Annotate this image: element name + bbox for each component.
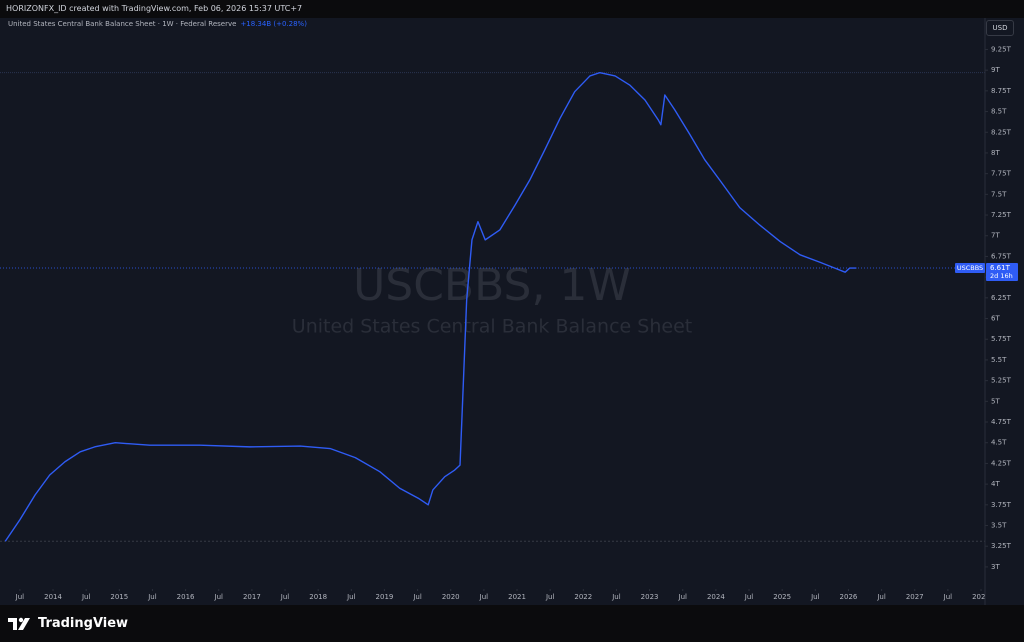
- x-tick-label: Jul: [15, 593, 25, 601]
- brand-logo: [8, 617, 30, 630]
- chart-background: [0, 18, 1024, 605]
- x-tick-label: 2024: [707, 593, 725, 601]
- y-tick-label: 3T: [991, 563, 1000, 571]
- x-tick-label: 2016: [177, 593, 195, 601]
- x-tick-label: 2014: [44, 593, 62, 601]
- x-tick-label: Jul: [545, 593, 555, 601]
- x-tick-label: Jul: [611, 593, 621, 601]
- x-tick-label: Jul: [147, 593, 157, 601]
- y-tick-label: 4T: [991, 480, 1000, 488]
- y-tick-label: 6.25T: [991, 294, 1012, 302]
- series-name-tag: [955, 263, 985, 274]
- y-tick-label: 7.5T: [991, 190, 1007, 198]
- y-tick-label: 7T: [991, 232, 1000, 240]
- y-tick-label: 3.75T: [991, 501, 1012, 509]
- x-tick-label: Jul: [876, 593, 886, 601]
- y-tick-label: 8.5T: [991, 108, 1007, 116]
- x-tick-label: Jul: [678, 593, 688, 601]
- y-tick-label: 9.25T: [991, 45, 1012, 53]
- legend: United States Central Bank Balance Sheet…: [8, 20, 307, 28]
- y-tick-label: 4.5T: [991, 439, 1007, 447]
- price-axis: [985, 18, 1024, 605]
- y-tick-label: 5T: [991, 397, 1000, 405]
- top-bar: HORIZONFX_ID created with TradingView.co…: [0, 0, 1024, 18]
- x-tick-label: Jul: [479, 593, 489, 601]
- x-tick-label: Jul: [346, 593, 356, 601]
- y-tick-label: 3.25T: [991, 542, 1012, 550]
- x-tick-label: 2019: [376, 593, 394, 601]
- y-tick-label: 8.25T: [991, 128, 1012, 136]
- x-tick-label: Jul: [810, 593, 820, 601]
- x-tick-label: 2022: [574, 593, 592, 601]
- last-value-tag: [986, 263, 1018, 282]
- series-line: [4, 71, 857, 542]
- attribution: HORIZONFX_ID created with TradingView.co…: [6, 4, 303, 13]
- x-tick-label: Jul: [744, 593, 754, 601]
- y-tick-label: 9T: [991, 66, 1000, 74]
- y-tick-label: 4.25T: [991, 459, 1012, 467]
- y-tick-label: 4.75T: [991, 418, 1012, 426]
- x-tick-label: 2021: [508, 593, 526, 601]
- y-tick-label: 8.75T: [991, 87, 1012, 95]
- series-name: USCBBS: [957, 264, 983, 272]
- x-tick-label: Jul: [280, 593, 290, 601]
- x-tick-label: 2017: [243, 593, 261, 601]
- watermark-subtitle: United States Central Bank Balance Sheet: [292, 316, 692, 338]
- x-tick-label: 2028: [972, 593, 990, 601]
- x-tick-label: Jul: [943, 593, 953, 601]
- x-tick-label: Jul: [214, 593, 224, 601]
- y-tick-label: 7.75T: [991, 170, 1012, 178]
- x-tick-label: 2027: [906, 593, 924, 601]
- y-tick-label: 5.75T: [991, 335, 1012, 343]
- y-tick-label: 3.5T: [991, 522, 1007, 530]
- y-tick-label: 8T: [991, 149, 1000, 157]
- x-tick-label: 2018: [309, 593, 327, 601]
- price-axis-labels: 3T 3.25T 3.5T 3.75T 4T 4.25T 4.5T 4.75T 5T 5.25T 5…: [985, 45, 1012, 571]
- x-tick-label: 2020: [442, 593, 460, 601]
- x-tick-label: 2015: [110, 593, 128, 601]
- currency-button[interactable]: USD: [986, 20, 1014, 36]
- plot-area: USCBBS, 1W United States Central Bank Ba…: [0, 71, 990, 601]
- x-tick-label: 2025: [773, 593, 791, 601]
- legend-change: +18.34B (+0.28%): [240, 20, 307, 28]
- x-tick-label: 2026: [840, 593, 858, 601]
- y-tick-label: 7.25T: [991, 211, 1012, 219]
- brand-name: TradingView: [38, 616, 129, 631]
- last-value-label: 6.61T: [990, 264, 1011, 272]
- chart: USCBBS, 1W United States Central Bank Ba…: [0, 18, 1024, 605]
- y-tick-label: 6T: [991, 315, 1000, 323]
- y-tick-label: 5.25T: [991, 377, 1012, 385]
- y-tick-label: 5.5T: [991, 356, 1007, 364]
- x-tick-label: Jul: [412, 593, 422, 601]
- footer: TradingView: [0, 605, 1024, 642]
- legend-title: United States Central Bank Balance Sheet…: [8, 20, 237, 28]
- y-tick-label: 6.75T: [991, 252, 1012, 260]
- x-tick-label: 2023: [641, 593, 659, 601]
- countdown: 2d 16h: [990, 272, 1013, 280]
- x-tick-label: Jul: [81, 593, 91, 601]
